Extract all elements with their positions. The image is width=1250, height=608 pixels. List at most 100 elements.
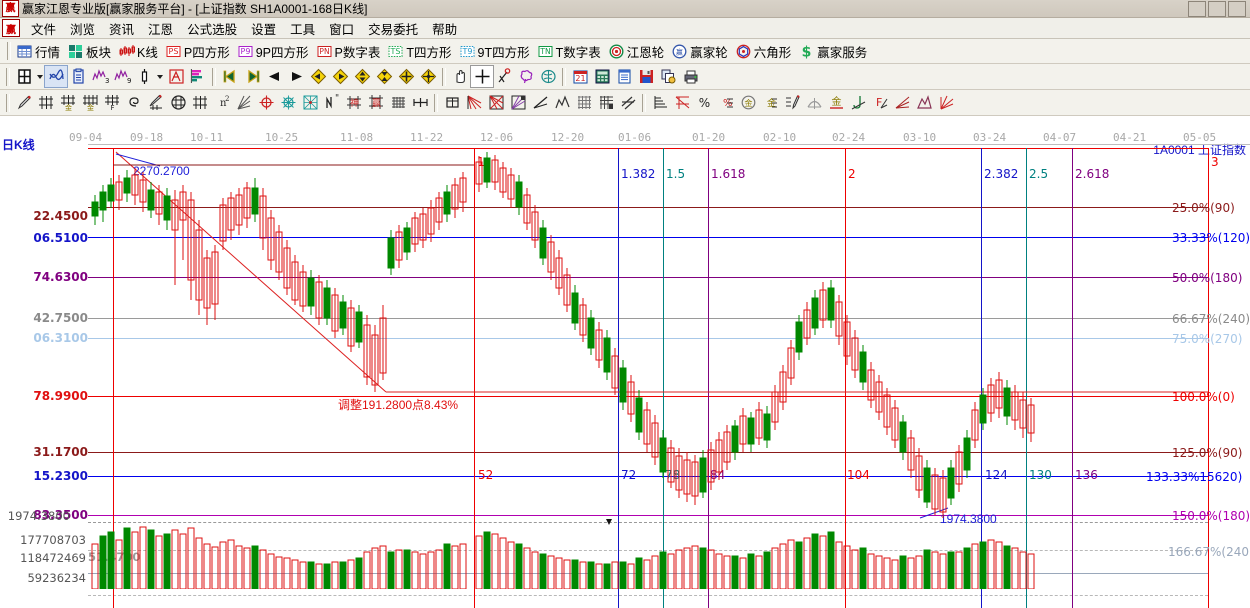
tbi-zoom-out-left[interactable]: [307, 66, 329, 87]
tbi3-mountain[interactable]: [913, 92, 935, 113]
tbi3-gold-bar[interactable]: 金: [825, 92, 847, 113]
menu-news[interactable]: 资讯: [109, 22, 135, 37]
tbi-vert-expand[interactable]: [351, 66, 373, 87]
tbi3-parallel[interactable]: [617, 92, 639, 113]
tbi-print[interactable]: [679, 66, 701, 87]
tbi-prev[interactable]: [263, 66, 285, 87]
tbi-cross-expand[interactable]: [395, 66, 417, 87]
minimize-button[interactable]: [1188, 0, 1206, 17]
tbi3-pen-grid[interactable]: [145, 92, 167, 113]
tbi3-wave-quote[interactable]: ": [321, 92, 343, 113]
tb-p-square[interactable]: PS P四方形: [163, 41, 235, 62]
tbi3-red-cross-fan[interactable]: [671, 92, 693, 113]
tb-t-square[interactable]: TS T四方形: [385, 41, 456, 62]
tbi-brain[interactable]: [537, 66, 559, 87]
tb-kline[interactable]: K线: [116, 41, 163, 62]
tbi3-spiral[interactable]: [123, 92, 145, 113]
tb-gann-wheel[interactable]: 江恩轮: [606, 41, 670, 62]
tbi3-angle-line[interactable]: [529, 92, 551, 113]
tbi3-gann-grid[interactable]: [35, 92, 57, 113]
tbi3-fan-line[interactable]: [891, 92, 913, 113]
tbi3-circle-grid[interactable]: [167, 92, 189, 113]
tbi3-percent-line[interactable]: %: [715, 92, 737, 113]
tb-p-number-table[interactable]: PN P数字表: [314, 41, 386, 62]
menu-window[interactable]: 窗口: [329, 22, 355, 37]
menu-help[interactable]: 帮助: [432, 22, 458, 37]
menu-settings[interactable]: 设置: [251, 22, 277, 37]
menu-tools[interactable]: 工具: [290, 22, 316, 37]
tbi3-fan-red[interactable]: [935, 92, 957, 113]
tbi-calendar[interactable]: 21: [569, 66, 591, 87]
tbi3-mesh2[interactable]: [595, 92, 617, 113]
tbi-period-dropdown[interactable]: [35, 66, 45, 87]
tbi3-gold-circle[interactable]: 金: [737, 92, 759, 113]
tbi3-square-frame[interactable]: [441, 92, 463, 113]
tbi3-percent[interactable]: %: [693, 92, 715, 113]
tbi-overlay[interactable]: [44, 65, 68, 88]
tb-hexagon[interactable]: 六角形: [733, 41, 797, 62]
tbi3-gold-line[interactable]: 金: [759, 92, 781, 113]
tbi3-shen[interactable]: 神: [343, 92, 365, 113]
tbi-vert-compress[interactable]: [373, 66, 395, 87]
tbi3-grid-fan[interactable]: [507, 92, 529, 113]
tbi-cross-compress[interactable]: [417, 66, 439, 87]
tbi-last[interactable]: [241, 66, 263, 87]
maximize-button[interactable]: [1208, 0, 1226, 17]
tbi3-pen[interactable]: [13, 92, 35, 113]
menu-formula-stock-pick[interactable]: 公式选股: [187, 22, 238, 37]
tbi3-gann-f[interactable]: F: [101, 92, 123, 113]
tbi-histogram[interactable]: [187, 66, 209, 87]
tbi-copy[interactable]: [657, 66, 679, 87]
tbi-save[interactable]: [635, 66, 657, 87]
tbi3-ying[interactable]: 赢: [365, 92, 387, 113]
tbi3-target-red[interactable]: [255, 92, 277, 113]
tbi-zoom-in-right[interactable]: [329, 66, 351, 87]
tbi3-gann-gold-1[interactable]: 金: [57, 92, 79, 113]
tbi-period[interactable]: [13, 66, 35, 87]
tbi-bar-dropdown[interactable]: [155, 66, 165, 87]
tbi3-lattice[interactable]: [387, 92, 409, 113]
tbi3-ladder[interactable]: [649, 92, 671, 113]
menu-browse[interactable]: 浏览: [70, 22, 96, 37]
tbi3-f-line[interactable]: F: [869, 92, 891, 113]
tbi-next[interactable]: [285, 66, 307, 87]
tbi-wave-9[interactable]: 9: [111, 66, 133, 87]
menu-gann[interactable]: 江恩: [148, 22, 174, 37]
tbi-calculator[interactable]: [591, 66, 613, 87]
tb-sectors[interactable]: 板块: [65, 41, 116, 62]
menu-trade-order[interactable]: 交易委托: [368, 22, 419, 37]
tbi-clipboard[interactable]: [67, 66, 89, 87]
tb-quotes[interactable]: 行情: [14, 41, 65, 62]
tbi-cut[interactable]: [493, 66, 515, 87]
tbi3-mesh[interactable]: [573, 92, 595, 113]
tbi3-pen-marker[interactable]: [781, 92, 803, 113]
tbi3-target-box[interactable]: [299, 92, 321, 113]
tbi3-angle-fan[interactable]: [233, 92, 255, 113]
tbi3-target-teal[interactable]: [277, 92, 299, 113]
tbi3-arc[interactable]: [803, 92, 825, 113]
tbi-first[interactable]: [219, 66, 241, 87]
tb-winner-wheel[interactable]: 赢 赢家轮: [669, 41, 733, 62]
tbi3-j-line[interactable]: [847, 92, 869, 113]
tbi-vertical-bar[interactable]: [133, 66, 155, 87]
tbi3-gann-gold-2[interactable]: 金: [79, 92, 101, 113]
tb-9p-square[interactable]: P9 9P四方形: [235, 41, 314, 62]
tbi3-red-fan[interactable]: [463, 92, 485, 113]
tbi-crosshair[interactable]: [470, 65, 494, 88]
tbi3-zigzag[interactable]: [551, 92, 573, 113]
tbi3-box-fan[interactable]: [485, 92, 507, 113]
tbi3-grid-bars[interactable]: [189, 92, 211, 113]
chart-area[interactable]: 日K线 1A0001 上证指数 09-04 09-18 10-11 10-25 …: [0, 130, 1250, 608]
tb-9t-square[interactable]: T9 9T四方形: [457, 41, 535, 62]
tb-winner-service[interactable]: $ 赢家服务: [796, 41, 872, 62]
tbi-pan[interactable]: [449, 66, 471, 87]
tb-t-number-table[interactable]: TN T数字表: [535, 41, 606, 62]
tbi-flower[interactable]: [515, 66, 537, 87]
close-button[interactable]: [1228, 0, 1246, 17]
tbi-wave-3[interactable]: 3: [89, 66, 111, 87]
window-controls[interactable]: [1188, 0, 1248, 17]
tbi-pattern[interactable]: [165, 66, 187, 87]
tbi3-measure[interactable]: [409, 92, 431, 113]
menu-file[interactable]: 文件: [31, 22, 57, 37]
